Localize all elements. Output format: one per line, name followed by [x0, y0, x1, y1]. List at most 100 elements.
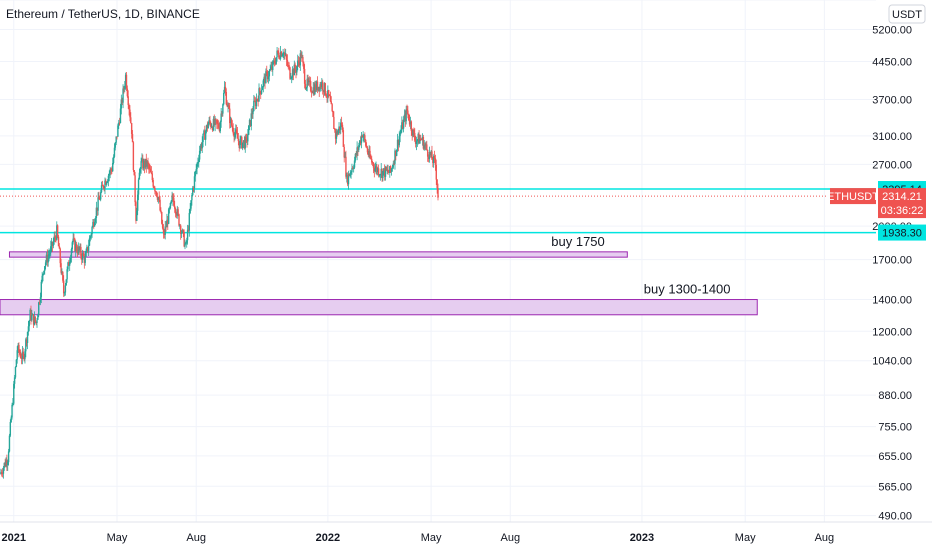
candle-body — [90, 234, 92, 237]
candle-body — [416, 139, 419, 142]
candle-body — [420, 139, 423, 141]
candle-body — [237, 138, 240, 142]
candle-body — [152, 179, 154, 187]
candle-body — [218, 127, 221, 132]
candle-body — [214, 119, 216, 126]
candle-body — [164, 226, 166, 235]
candle-body — [9, 422, 12, 436]
candle-body — [420, 138, 422, 140]
candle-body — [177, 209, 179, 215]
candle-body — [289, 67, 291, 79]
candle-body — [346, 174, 348, 177]
candle-body — [430, 151, 432, 156]
candle-body — [368, 150, 370, 156]
candle-body — [332, 111, 334, 117]
candle-body — [171, 196, 173, 201]
candle-body — [314, 84, 316, 95]
candle-body — [41, 275, 43, 282]
currency-badge[interactable] — [888, 4, 926, 24]
candle-body — [288, 65, 290, 68]
candle-body — [126, 88, 129, 97]
buy-zone-label: buy 1300-1400 — [644, 282, 731, 297]
candle-body — [191, 195, 193, 201]
candle-body — [321, 81, 323, 88]
candle-body — [312, 87, 314, 93]
y-axis-tick-label: 3700.00 — [872, 94, 912, 106]
candle-body — [331, 104, 333, 112]
candle-body — [320, 84, 322, 88]
y-axis-tick-label: 5200.00 — [872, 24, 912, 36]
candle-body — [434, 158, 437, 165]
candle-body — [2, 467, 5, 474]
candle-body — [294, 64, 296, 70]
candle-body — [419, 138, 421, 144]
candle-body — [413, 129, 415, 133]
candle-body — [124, 74, 127, 86]
candle-body — [235, 129, 238, 134]
candle-body — [105, 180, 107, 185]
candle-body — [95, 207, 98, 219]
candle-body — [275, 57, 277, 64]
candle-body — [376, 166, 378, 172]
candle-body — [77, 246, 80, 254]
candle-body — [131, 133, 134, 143]
candle-body — [142, 158, 144, 169]
x-axis-tick-label: 2023 — [630, 532, 654, 544]
candle-body — [34, 316, 36, 322]
candle-body — [198, 150, 201, 160]
candle-body — [183, 231, 185, 247]
candle-body — [81, 255, 83, 260]
candle-body — [82, 253, 85, 256]
candle-body — [30, 309, 32, 321]
candle-body — [422, 137, 425, 149]
candle-body — [181, 229, 184, 233]
current-price-label: 2314.21 — [882, 191, 922, 203]
candle-body — [241, 142, 244, 149]
candle-body — [139, 168, 141, 173]
candle-body — [328, 95, 331, 97]
candle-body — [252, 110, 254, 115]
candle-body — [37, 314, 39, 320]
candle-body — [423, 144, 425, 149]
candle-body — [33, 316, 36, 325]
candle-body — [134, 175, 136, 203]
candle-body — [12, 403, 14, 405]
candle-body — [247, 125, 250, 135]
candle-body — [244, 136, 246, 149]
candle-body — [315, 81, 318, 91]
hline-price-badge — [878, 224, 926, 241]
candle-body — [418, 133, 420, 144]
candle-body — [268, 70, 271, 77]
candle-body — [228, 105, 230, 109]
candle-body — [362, 136, 364, 138]
candle-body — [149, 168, 151, 170]
candle-body — [87, 246, 89, 251]
candle-body — [169, 202, 172, 209]
candle-body — [409, 121, 412, 125]
candle-body — [373, 167, 376, 172]
candle-body — [327, 89, 329, 97]
y-axis-tick-label: 1700.00 — [872, 255, 912, 267]
candle-body — [402, 122, 404, 129]
candle-body — [271, 66, 273, 71]
candle-body — [319, 84, 321, 91]
candle-body — [215, 119, 217, 121]
axes: 490.00 565.00 655.00 755.00 880.00 1040.00 120… — [0, 24, 932, 544]
candle-body — [118, 122, 120, 126]
y-axis-tick-label: 1400.00 — [872, 295, 912, 307]
countdown-label: 03:36:22 — [881, 205, 924, 217]
candle-body — [424, 144, 426, 146]
candle-body — [350, 172, 352, 174]
y-axis-tick-label: 880.00 — [878, 390, 912, 402]
candle-body — [111, 170, 113, 172]
candle-body — [291, 76, 293, 79]
candle-body — [389, 166, 392, 172]
candle-body — [226, 104, 228, 107]
candle-body — [172, 196, 174, 198]
candle-body — [56, 225, 58, 240]
candle-body — [29, 309, 31, 321]
candle-body — [186, 229, 189, 241]
candle-body — [80, 246, 82, 256]
